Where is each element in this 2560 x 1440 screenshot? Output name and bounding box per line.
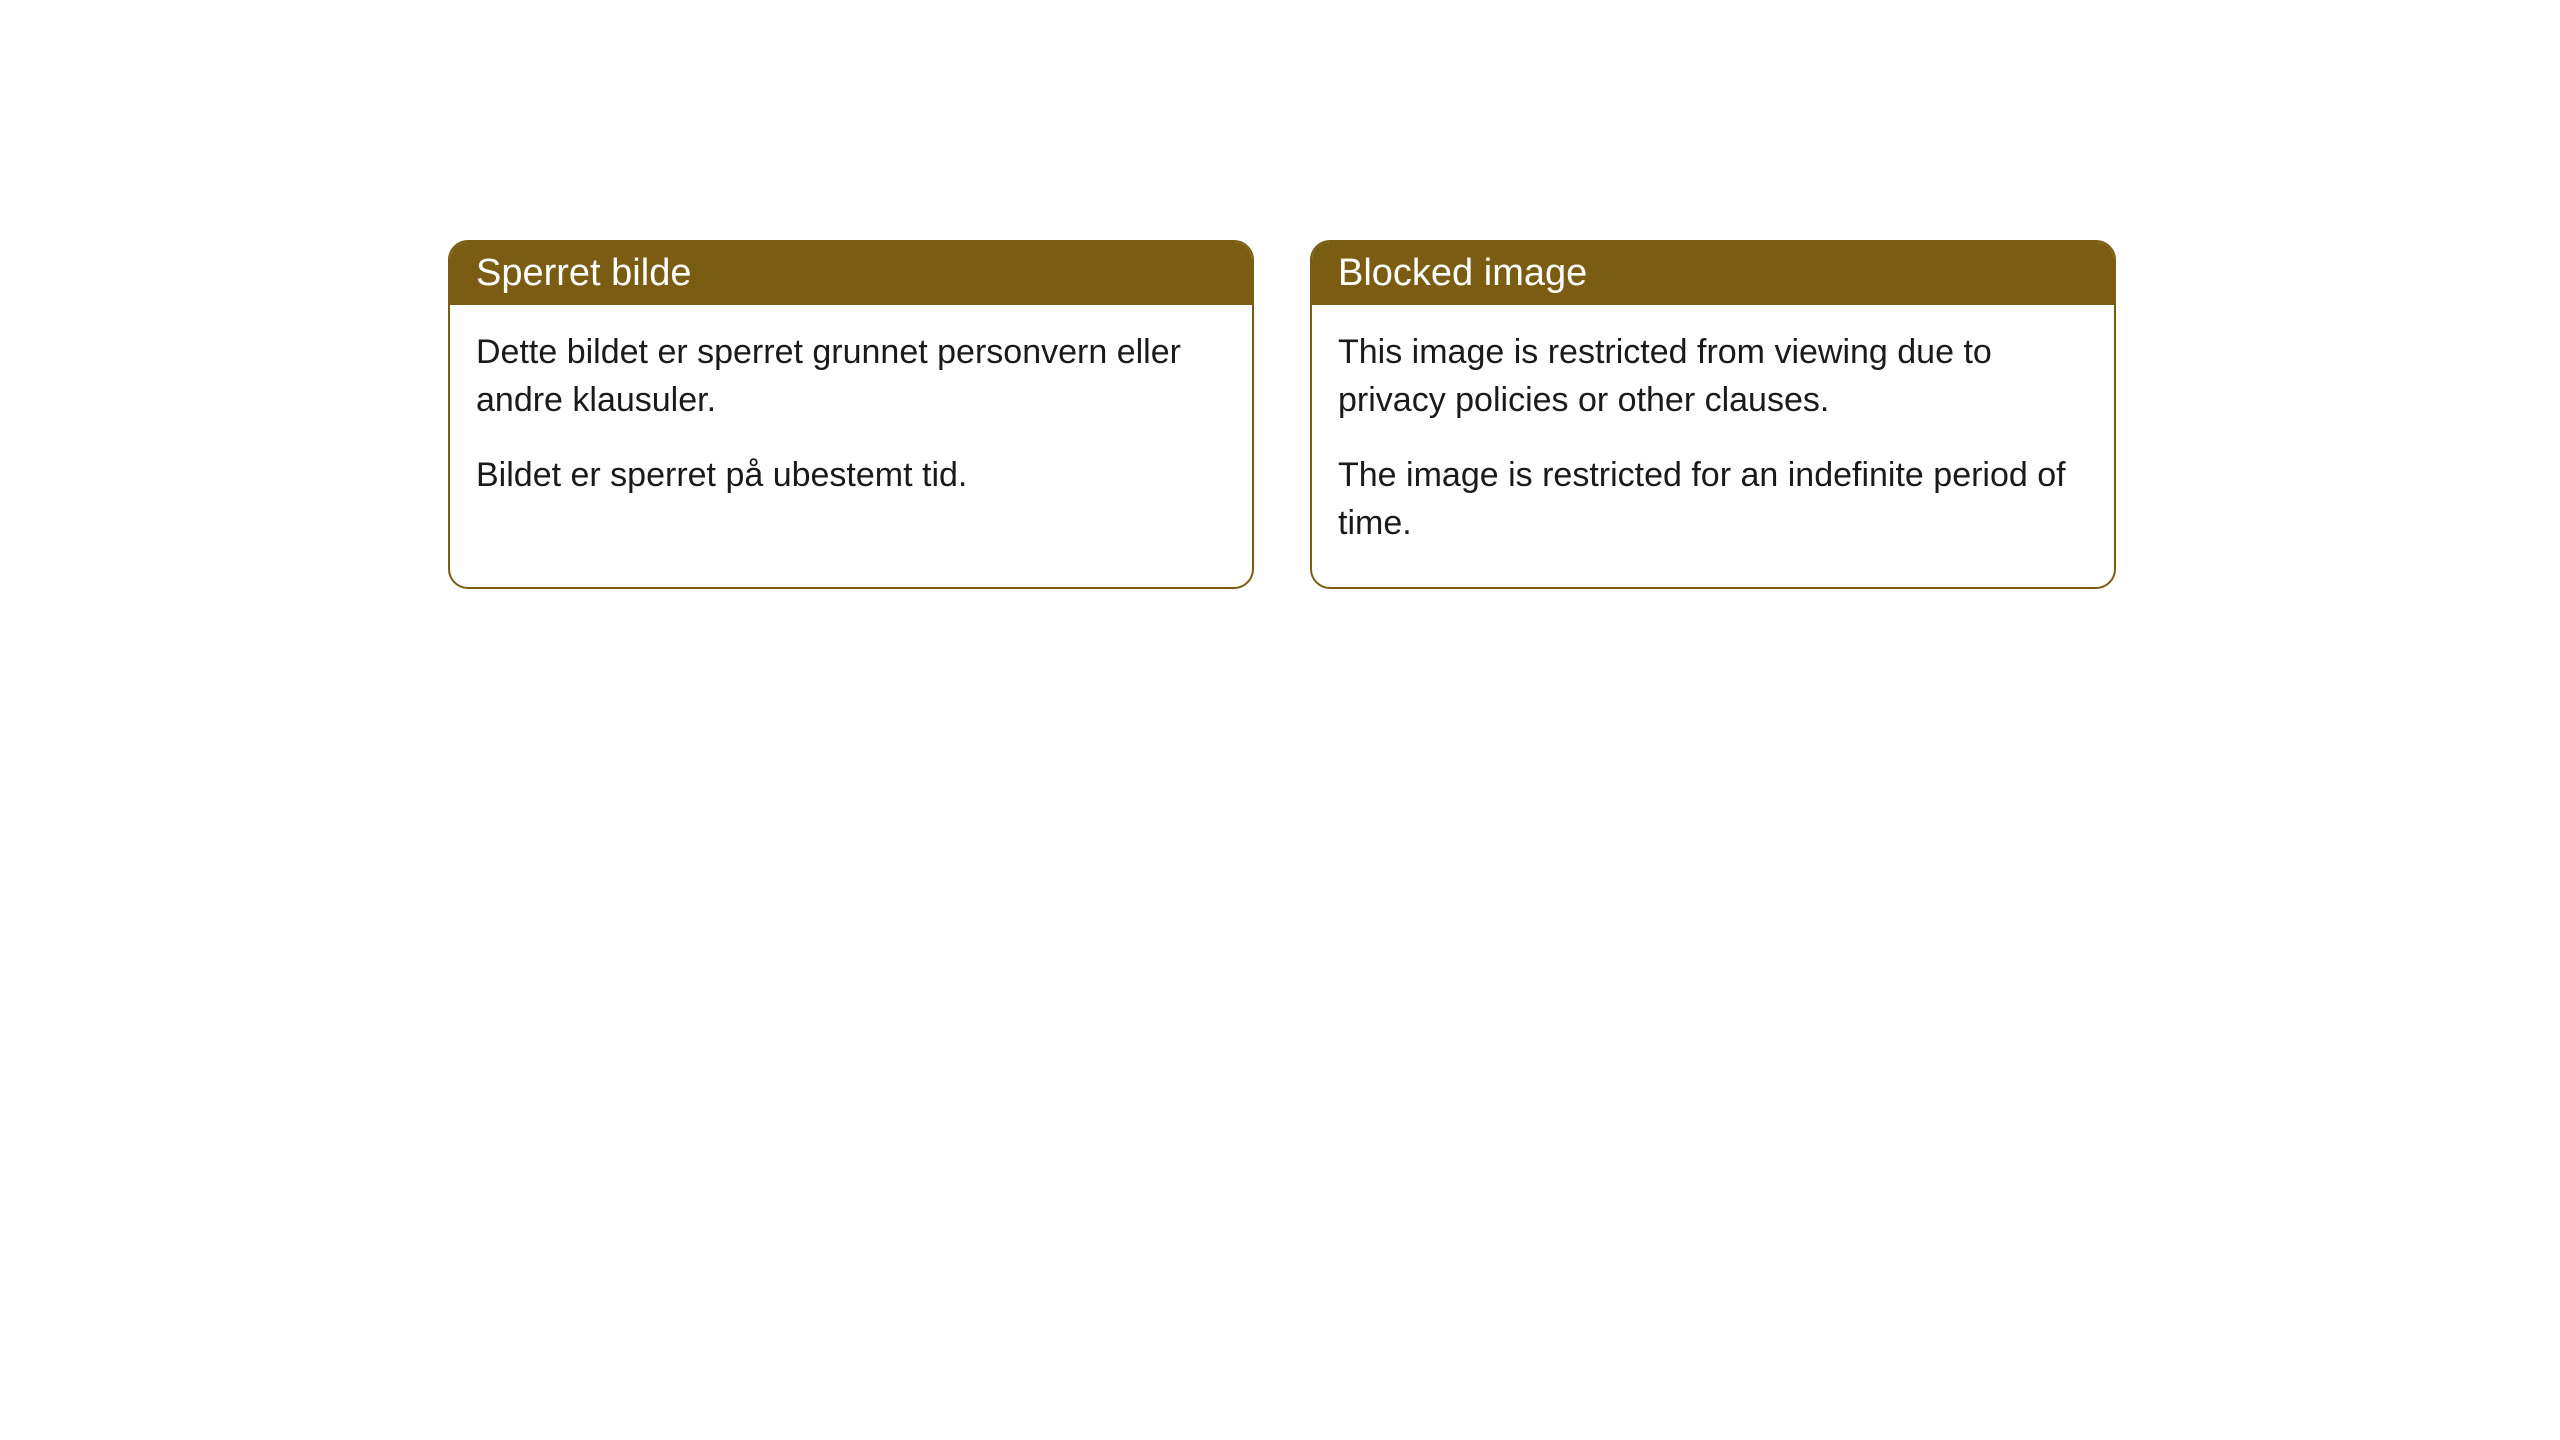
card-body: This image is restricted from viewing du… (1312, 305, 2114, 587)
card-header: Blocked image (1312, 242, 2114, 305)
card-paragraph: Bildet er sperret på ubestemt tid. (476, 452, 1226, 500)
card-title: Sperret bilde (476, 252, 691, 294)
card-paragraph: Dette bildet er sperret grunnet personve… (476, 329, 1226, 424)
card-body: Dette bildet er sperret grunnet personve… (450, 305, 1252, 540)
card-header: Sperret bilde (450, 242, 1252, 305)
card-title: Blocked image (1338, 252, 1587, 294)
card-paragraph: This image is restricted from viewing du… (1338, 329, 2088, 424)
card-paragraph: The image is restricted for an indefinit… (1338, 452, 2088, 547)
notice-card-norwegian: Sperret bilde Dette bildet er sperret gr… (448, 240, 1254, 589)
notice-cards-container: Sperret bilde Dette bildet er sperret gr… (448, 240, 2116, 589)
notice-card-english: Blocked image This image is restricted f… (1310, 240, 2116, 589)
